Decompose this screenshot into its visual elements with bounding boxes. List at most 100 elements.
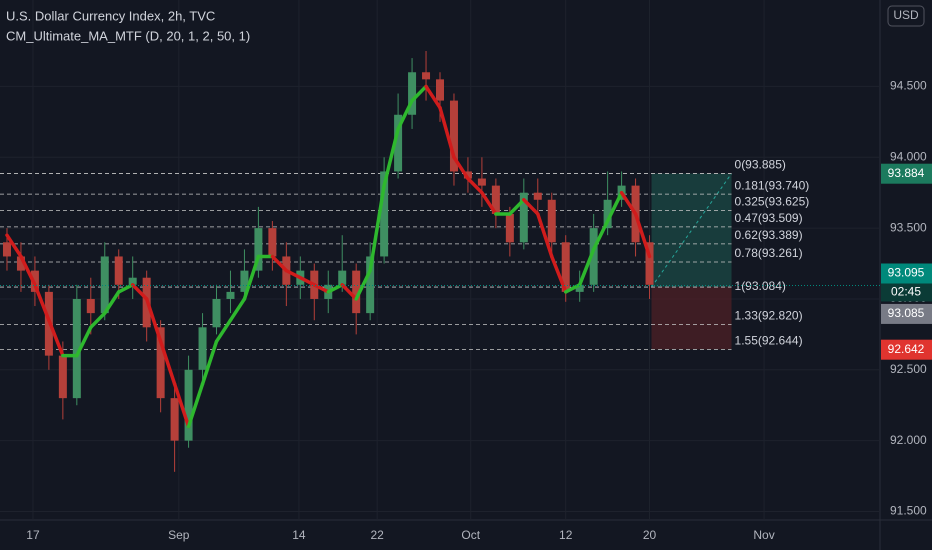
candle-body	[338, 270, 347, 285]
price-tag	[881, 163, 932, 184]
candle-body	[533, 192, 542, 200]
candle-body	[645, 242, 654, 285]
ma-segment	[480, 190, 498, 216]
candle-body	[505, 213, 514, 243]
candle-body	[380, 171, 389, 257]
candle-body	[16, 256, 25, 271]
ma-segment	[563, 283, 582, 294]
ma-segment	[354, 268, 372, 301]
candle-body	[422, 72, 431, 80]
ma-segment	[5, 233, 23, 259]
ma-segment	[410, 84, 428, 103]
ma-segment	[368, 183, 386, 273]
ma-segment	[116, 283, 135, 294]
countdown-label: 02:45	[891, 285, 921, 299]
candle-body	[2, 242, 11, 257]
ma-segment	[619, 190, 638, 216]
candle-body	[575, 284, 584, 292]
fib-label: 0.325(93.625)	[735, 195, 810, 209]
x-tick-label: 12	[559, 528, 573, 542]
ma-segment	[172, 382, 191, 429]
ma-segment	[284, 268, 303, 280]
ma-segment	[549, 254, 568, 294]
ma-segment	[605, 190, 624, 223]
moving-average	[5, 84, 652, 429]
candle-body	[212, 298, 221, 328]
price-tag	[881, 303, 932, 324]
candle-body	[436, 79, 444, 101]
currency-button[interactable]	[887, 5, 925, 27]
y-tick-label: 94.000	[890, 149, 927, 163]
ma-segment	[158, 339, 177, 386]
ma-segment	[452, 155, 470, 181]
ma-segment	[89, 311, 107, 330]
fib-label: 1.55(92.644)	[735, 334, 803, 348]
ma-segment	[186, 382, 205, 429]
x-tick-label: 17	[26, 528, 40, 542]
ma-segment	[633, 212, 652, 259]
ma-segment	[424, 84, 442, 110]
ma-segment	[508, 198, 526, 216]
candle-body	[72, 298, 81, 399]
price-tag-label: 93.085	[888, 306, 925, 320]
ma-segment	[242, 254, 261, 301]
ma-segment	[19, 254, 37, 287]
price-tag	[881, 339, 932, 360]
ma-segment	[536, 212, 554, 259]
fib-label: 1(93.084)	[735, 279, 786, 293]
candle-body	[589, 228, 598, 285]
y-tick-label: 94.500	[890, 79, 927, 93]
ma-segment	[340, 283, 358, 301]
candle-body	[156, 327, 165, 399]
candle-body	[519, 192, 528, 243]
candle-body	[408, 72, 417, 115]
candle-body	[268, 228, 277, 257]
fib-tool: 0(93.885) 0.181(93.740) 0.325(93.625) 0.47(…	[0, 158, 809, 350]
fib-label: 0.181(93.740)	[735, 178, 810, 192]
ma-segment	[130, 283, 149, 301]
ma-segment	[200, 339, 219, 386]
ma-segment	[466, 176, 484, 195]
candle-body	[86, 298, 95, 314]
axes: 91.50092.00092.50093.00093.50094.00094.5…	[0, 79, 932, 542]
ma-segment	[75, 325, 93, 358]
candle-body	[366, 256, 375, 314]
fib-label: 0.47(93.509)	[735, 211, 803, 225]
candle-body	[114, 256, 123, 285]
candle-body	[463, 171, 472, 179]
candle-body	[449, 100, 458, 172]
ma-segment	[382, 127, 400, 188]
x-tick-label: 14	[292, 528, 306, 542]
candle-body	[240, 270, 249, 292]
candle-body	[58, 355, 67, 399]
candle-body	[198, 327, 207, 370]
candle-body	[394, 114, 403, 172]
ma-segment	[312, 283, 331, 294]
ma-segment	[33, 283, 51, 322]
candle-body	[184, 369, 193, 441]
fib-label: 0(93.885)	[735, 158, 786, 172]
ma-segment	[577, 247, 596, 287]
candle-body	[352, 270, 361, 314]
candle-body	[226, 291, 235, 299]
candle-body	[100, 256, 109, 314]
ma-segment	[270, 254, 289, 273]
fib-label: 1.33(92.820)	[735, 309, 803, 323]
candle-body	[603, 199, 612, 229]
candle-body	[561, 242, 570, 292]
countdown-tag	[881, 283, 932, 302]
ma-segment	[144, 297, 163, 344]
ma-segment	[438, 105, 456, 160]
ma-segment	[522, 198, 540, 216]
currency-label[interactable]: USD	[893, 8, 919, 22]
candle-body	[547, 199, 556, 243]
ma-segment	[298, 275, 317, 287]
fib-label: 0.62(93.389)	[735, 228, 803, 242]
indicator-label: CM_Ultimate_MA_MTF (D, 20, 1, 2, 50, 1)	[6, 28, 250, 43]
ma-segment	[591, 219, 610, 252]
x-tick-label: 20	[643, 528, 657, 542]
y-tick-label: 91.500	[890, 504, 927, 518]
x-tick-label: Oct	[461, 528, 480, 542]
trend-line	[651, 173, 732, 288]
